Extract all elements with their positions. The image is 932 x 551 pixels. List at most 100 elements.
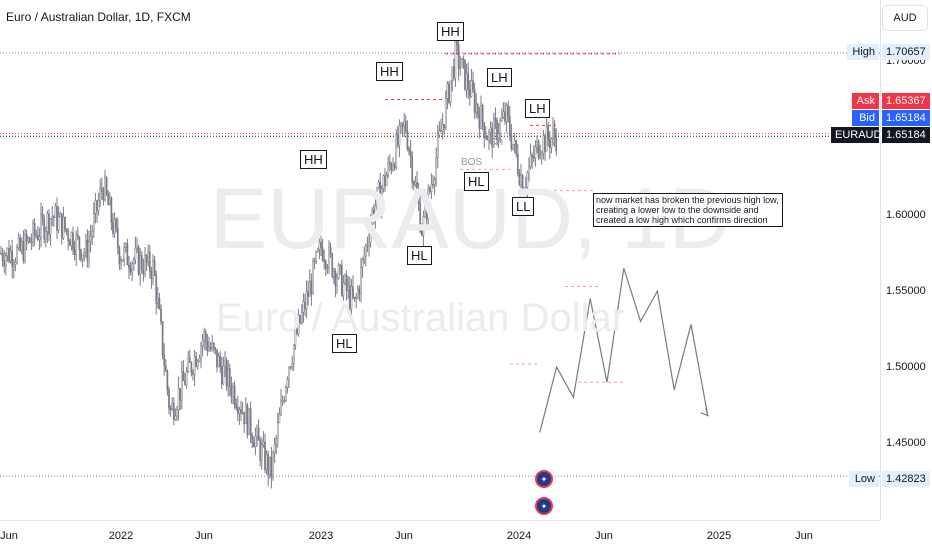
candle-body: [464, 59, 466, 90]
candle-body: [238, 409, 241, 414]
candle-body: [510, 134, 513, 149]
candle-body: [276, 422, 279, 439]
candle-body: [344, 275, 346, 284]
candle-body: [312, 260, 314, 295]
currency-button[interactable]: AUD: [882, 5, 928, 31]
candle-body: [337, 264, 340, 279]
candle-body: [433, 179, 436, 185]
candle-body: [278, 414, 281, 423]
candle-body: [260, 444, 263, 461]
candle-body: [251, 435, 254, 443]
candle-body: [496, 119, 498, 140]
candle-body: [361, 258, 364, 268]
candle-body: [259, 440, 262, 461]
candle-body: [414, 182, 417, 185]
candle-body: [102, 190, 105, 201]
candle-body: [158, 298, 161, 309]
candle-body: [16, 247, 18, 263]
candle-body: [380, 188, 383, 208]
candle-body: [107, 193, 110, 206]
candle-body: [44, 231, 47, 240]
candle-body: [145, 255, 148, 263]
candle-body: [502, 111, 505, 118]
candle-body: [328, 246, 330, 269]
candle-body: [476, 103, 479, 114]
candle-body: [286, 379, 289, 388]
analysis-note[interactable]: now market has broken the previous high …: [593, 193, 783, 227]
candle-body: [350, 286, 353, 310]
candle-body: [377, 181, 380, 189]
candle-body: [136, 246, 138, 249]
ask-tag-value: 1.65367: [882, 93, 930, 109]
candle-body: [411, 156, 414, 183]
candle-body: [49, 218, 52, 235]
candle-body: [129, 268, 132, 273]
candle-body: [43, 218, 46, 240]
candle-body: [302, 301, 305, 313]
pivot-label: HH: [437, 22, 464, 41]
candle-body: [379, 181, 382, 208]
candle-body: [536, 140, 538, 148]
candle-body: [155, 274, 158, 304]
time-scale[interactable]: [0, 520, 880, 551]
candle-body: [120, 260, 122, 265]
candle-body: [390, 164, 393, 171]
candle-body: [3, 260, 6, 267]
candle-body: [249, 408, 252, 436]
candle-body: [84, 239, 87, 253]
candle-body: [486, 137, 489, 141]
candle-body: [254, 435, 257, 448]
candle-body: [78, 236, 81, 250]
candle-body: [179, 388, 182, 401]
candle-body: [281, 400, 284, 403]
candle-body: [539, 155, 542, 159]
candle-body: [196, 360, 199, 367]
candle-body: [246, 404, 249, 435]
price-chart[interactable]: [0, 0, 880, 520]
candle-body: [435, 157, 438, 181]
time-tick: Jun: [795, 530, 813, 542]
candle-body: [230, 386, 233, 397]
candle-body: [385, 174, 388, 186]
candle-body: [515, 140, 518, 155]
candle-body: [243, 412, 246, 425]
candle-body: [382, 175, 385, 190]
candle-body: [59, 213, 62, 218]
candle-body: [57, 216, 60, 231]
candle-body: [505, 105, 508, 122]
candle-body: [64, 216, 66, 230]
candle-body: [289, 366, 292, 368]
candle-body: [28, 237, 31, 243]
candle-body: [40, 213, 42, 238]
australia-flag-event-icon[interactable]: ✦: [535, 497, 553, 515]
candle-body: [168, 389, 170, 409]
candle-body: [284, 387, 287, 401]
candle-body: [353, 296, 356, 299]
candle-body: [422, 216, 425, 236]
australia-flag-event-icon[interactable]: ✦: [535, 470, 553, 488]
price-tick: 1.55000: [886, 285, 926, 297]
candle-body: [368, 242, 370, 246]
time-tick: 2023: [308, 530, 334, 542]
candle-body: [376, 187, 378, 207]
candle-body: [94, 200, 97, 214]
candle-body: [142, 269, 145, 275]
candle-body: [72, 232, 74, 251]
candle-body: [489, 127, 492, 133]
projection-arrowhead: [700, 407, 709, 417]
candle-body: [140, 255, 143, 271]
candle-body: [195, 356, 198, 367]
candle-body: [212, 343, 215, 349]
candle-body: [41, 213, 44, 220]
candle-body: [233, 386, 236, 406]
candle-body: [387, 162, 390, 176]
candle-body: [371, 209, 374, 225]
candle-body: [177, 388, 180, 410]
candle-body: [220, 366, 223, 385]
candle-body: [123, 247, 126, 260]
candle-body: [54, 205, 57, 218]
high-tag-value: 1.70657: [882, 44, 930, 60]
price-scale[interactable]: [880, 0, 932, 520]
candle-body: [25, 234, 28, 242]
candle-body: [304, 301, 306, 310]
